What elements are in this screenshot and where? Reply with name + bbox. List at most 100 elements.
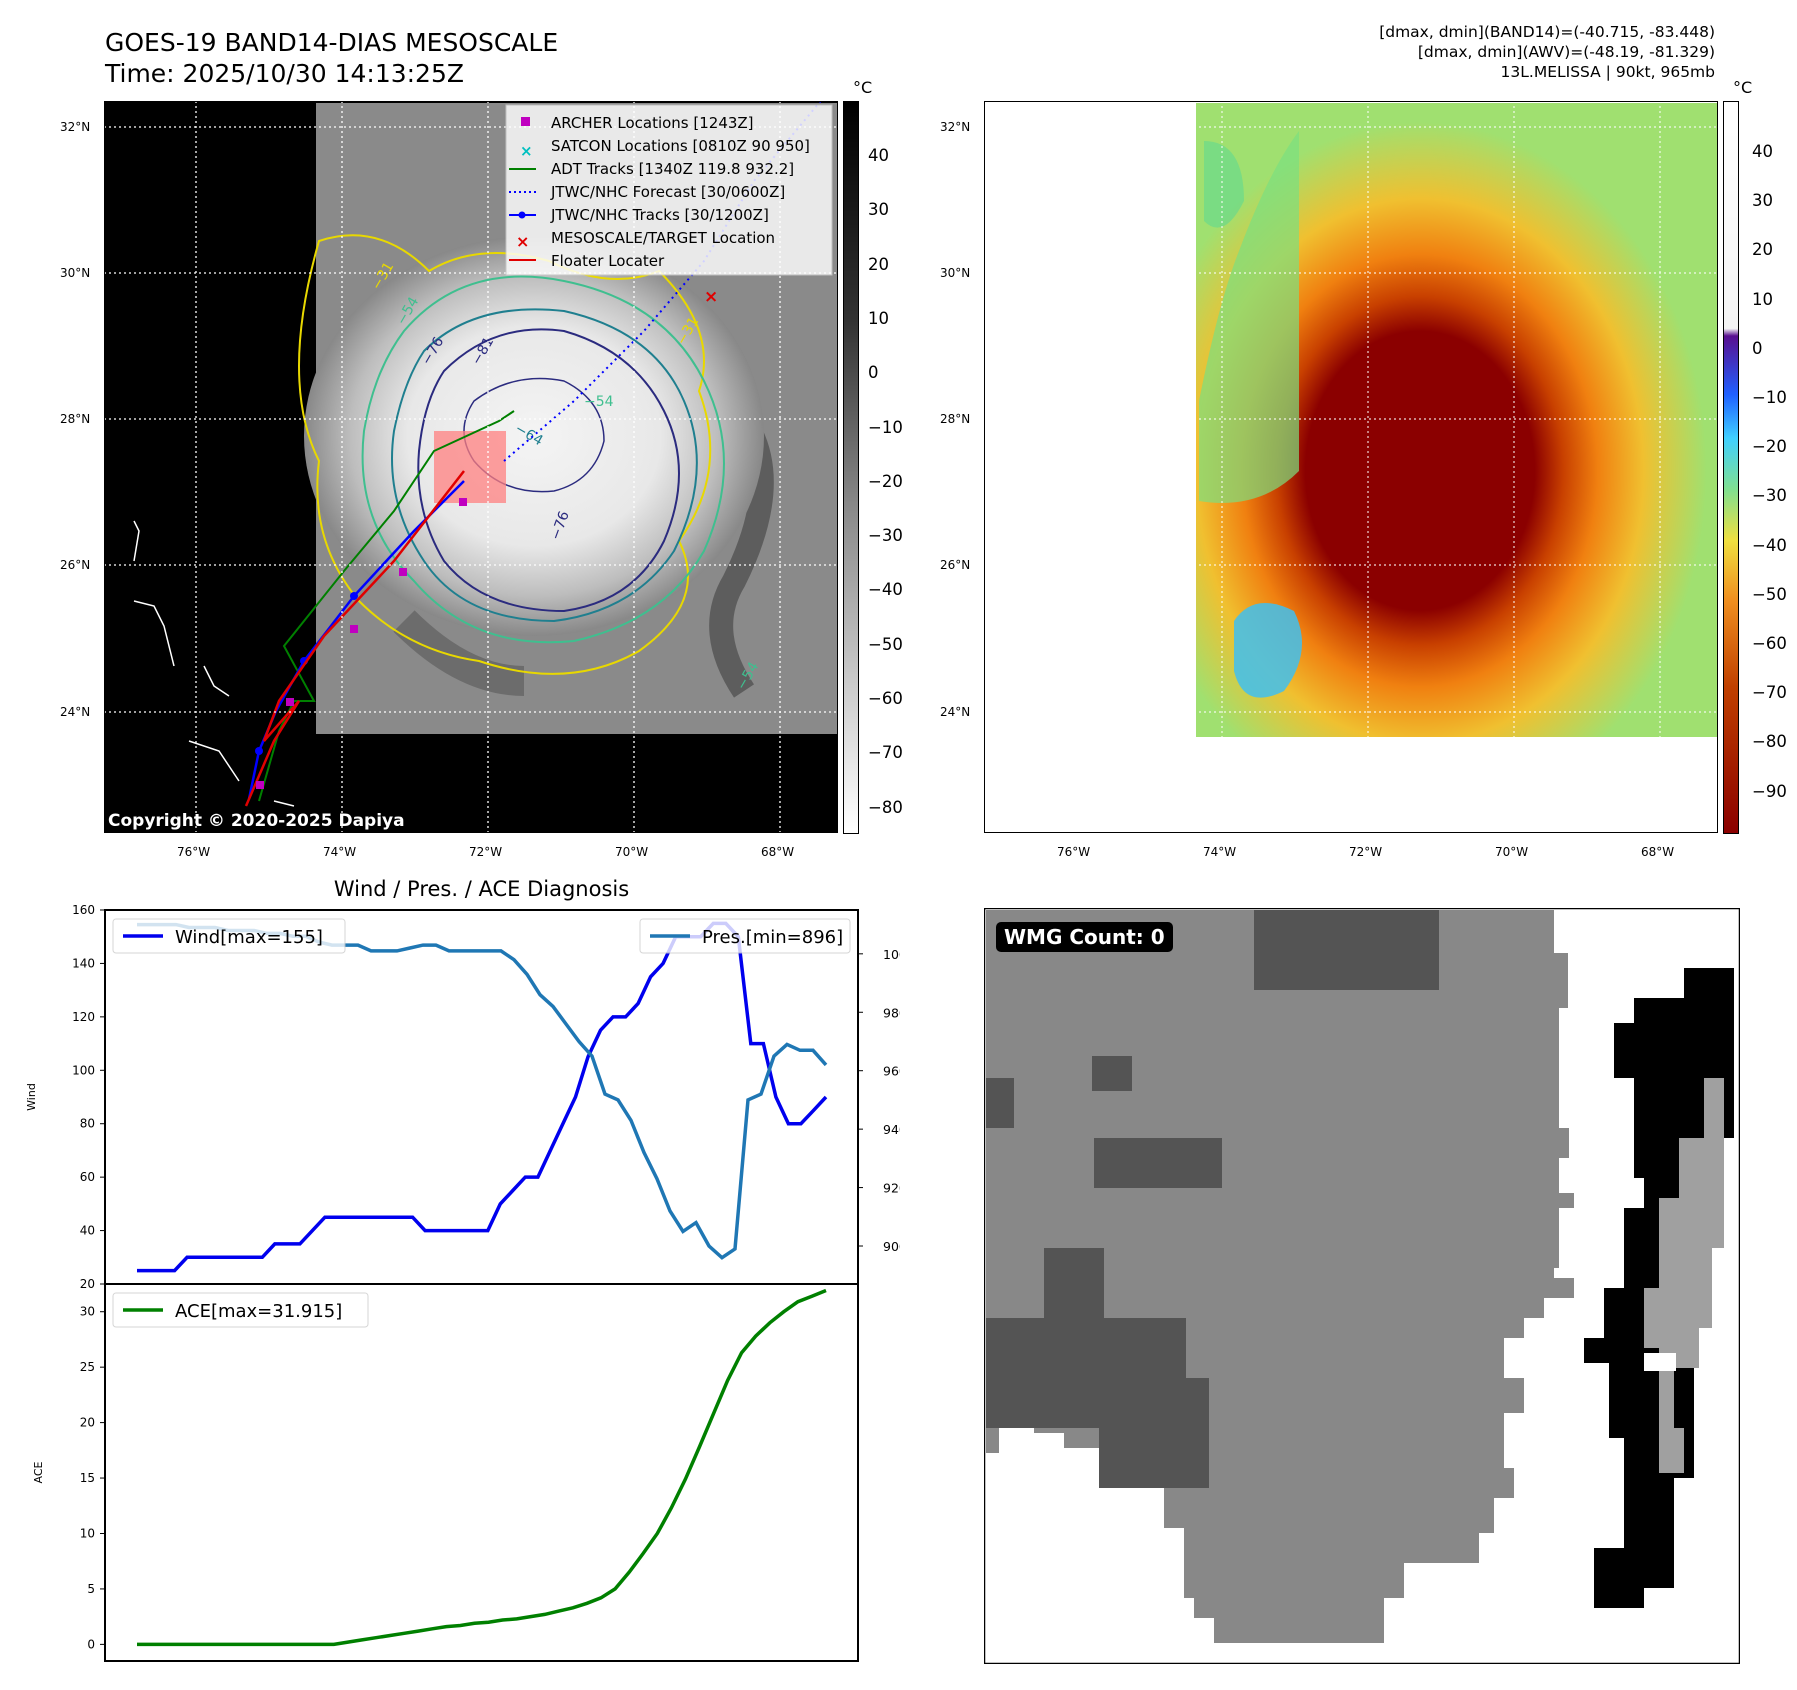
wmg-dark-cell [1092, 1056, 1132, 1091]
awv-colorbar-tick-label: 0 [1752, 338, 1763, 358]
pressure-tick-label: 1000 [883, 947, 900, 962]
wmg-hole [1644, 1353, 1676, 1371]
wmg-gray-region [986, 910, 1574, 1643]
ir-colorbar-tick-label: −10 [868, 417, 903, 437]
ace-tick-label: 0 [87, 1637, 95, 1651]
ir-colorbar-tick-label: −50 [868, 634, 903, 654]
awv-colorbar-tick-label: −40 [1752, 535, 1787, 555]
awv-colorbar-tick-label: −80 [1752, 732, 1787, 752]
floater-locater-track [244, 470, 465, 807]
contour-minus76 [417, 328, 680, 613]
lon-tick: 68°W [1641, 845, 1675, 859]
panel1-title-line1: GOES-19 BAND14-DIAS MESOSCALE [105, 28, 559, 57]
legend-satcon: SATCON Locations [0810Z 90 950] [551, 137, 810, 155]
wmg-count-badge: WMG Count: 0 [996, 922, 1173, 952]
wind-tick-label: 140 [72, 956, 95, 970]
pressure-legend-label: Pres.[min=896] [702, 927, 843, 948]
lat-tick: 32°N [60, 120, 91, 134]
pressure-series-line [137, 922, 828, 1260]
lon-tick: 70°W [1495, 845, 1529, 859]
ace-legend-label: ACE[max=31.915] [175, 1301, 342, 1322]
awv-map-panel [984, 101, 1718, 833]
awv-colorbar-unit: °C [1733, 78, 1753, 97]
lat-tick: 28°N [60, 412, 91, 426]
lat-tick: 32°N [940, 120, 971, 134]
ace-tick-label: 10 [80, 1526, 95, 1540]
pressure-legend-box [639, 918, 851, 954]
lat-tick: 30°N [60, 266, 91, 280]
ir-colorbar-tick-label: −80 [868, 797, 903, 817]
wmg-light-region [1644, 1078, 1724, 1473]
lon-tick: 72°W [469, 845, 503, 859]
copyright-watermark: Copyright © 2020-2025 Dapiya [108, 811, 405, 831]
ace-legend-box [112, 1292, 369, 1328]
awv-colorbar-tick-label: −70 [1752, 683, 1787, 703]
archer-marker [256, 781, 264, 789]
pressure-tick-label: 920 [883, 1181, 900, 1196]
map-legend: × × ARCHER Locations [1243Z] SATCON Loca… [505, 104, 833, 276]
lon-tick: 74°W [323, 845, 357, 859]
awv-colorbar-tick-label: −50 [1752, 584, 1787, 604]
awv-gridlines [984, 101, 1718, 833]
track-point [255, 747, 263, 755]
ir-colorbar-tick-label: 0 [868, 363, 879, 383]
archer-marker [286, 698, 294, 706]
ir-colorbar-tick-label: 30 [868, 200, 889, 220]
wind-axis-label: Wind [25, 1083, 38, 1111]
lat-tick: 26°N [940, 558, 971, 572]
panel1-title-line2: Time: 2025/10/30 14:13:25Z [105, 59, 464, 88]
wind-series-line [137, 921, 828, 1273]
ir-colorbar-tick-label: −70 [868, 743, 903, 763]
legend-tracks: JTWC/NHC Tracks [30/1200Z] [550, 206, 769, 224]
ace-tick-label: 15 [80, 1471, 95, 1485]
pressure-tick-label: 960 [883, 1064, 900, 1079]
lat-tick: 24°N [940, 705, 971, 719]
ir-colorbar-unit: °C [853, 78, 873, 97]
ir-colorbar-tick-label: −40 [868, 580, 903, 600]
ace-axes [104, 1283, 859, 1662]
awv-colorbar-tick-label: −90 [1752, 781, 1787, 801]
awv-colorbar-tick-label: 30 [1752, 191, 1773, 211]
ir-colorbar-tick-label: 10 [868, 308, 889, 328]
lon-tick: 74°W [1203, 845, 1237, 859]
archer-marker [399, 568, 407, 576]
awv-colorbar-tick-label: 40 [1752, 142, 1773, 161]
awv-colorbar-tick-label: −10 [1752, 388, 1787, 407]
pressure-tick-label: 980 [883, 1005, 900, 1020]
lat-tick: 24°N [60, 705, 91, 719]
ir-colorbar-tick-label: 40 [868, 146, 889, 165]
info-line-3: 13L.MELISSA | 90kt, 965mb [1500, 63, 1715, 81]
legend-archer: ARCHER Locations [1243Z] [551, 114, 754, 132]
archer-marker [350, 625, 358, 633]
satcon-legend-icon: × [520, 142, 533, 160]
track-point [350, 592, 358, 600]
wind-tick-label: 160 [72, 903, 95, 917]
pressure-tick-label: 900 [883, 1239, 900, 1254]
lon-tick: 70°W [615, 845, 649, 859]
wind-pressure-axes [104, 909, 859, 1285]
wmg-dark-cell [1094, 1138, 1222, 1188]
ace-tick-label: 20 [80, 1416, 95, 1430]
wind-legend-label: Wind[max=155] [175, 927, 323, 948]
target-legend-icon: × [516, 232, 529, 251]
wind-tick-label: 80 [80, 1117, 95, 1131]
info-line-2: [dmax, dmin](AWV)=(-48.19, -81.329) [1417, 43, 1715, 61]
ir-colorbar-tick-label: −30 [868, 526, 903, 546]
lat-tick: 26°N [60, 558, 91, 572]
contour-label: −54 [584, 394, 614, 410]
awv-colorbar-tick-label: 10 [1752, 289, 1773, 309]
legend-target: MESOSCALE/TARGET Location [551, 229, 775, 247]
wind-tick-label: 20 [80, 1277, 95, 1291]
awv-colorbar-tick-label: 20 [1752, 240, 1773, 260]
wind-tick-label: 60 [80, 1170, 95, 1184]
info-line-1: [dmax, dmin](BAND14)=(-40.715, -83.448) [1379, 23, 1715, 41]
lon-tick: 76°W [1057, 845, 1091, 859]
contour-minus54 [361, 275, 725, 644]
diagnosis-chart: Wind / Pres. / ACE Diagnosis204060801001… [25, 877, 900, 1662]
lon-tick: 76°W [177, 845, 211, 859]
wmg-dark-cell [1254, 910, 1439, 990]
wmg-dark-cell [1099, 1378, 1209, 1488]
chart-title: Wind / Pres. / ACE Diagnosis [334, 877, 629, 901]
lat-tick: 28°N [940, 412, 971, 426]
awv-colorbar-tick-label: −30 [1752, 486, 1787, 506]
